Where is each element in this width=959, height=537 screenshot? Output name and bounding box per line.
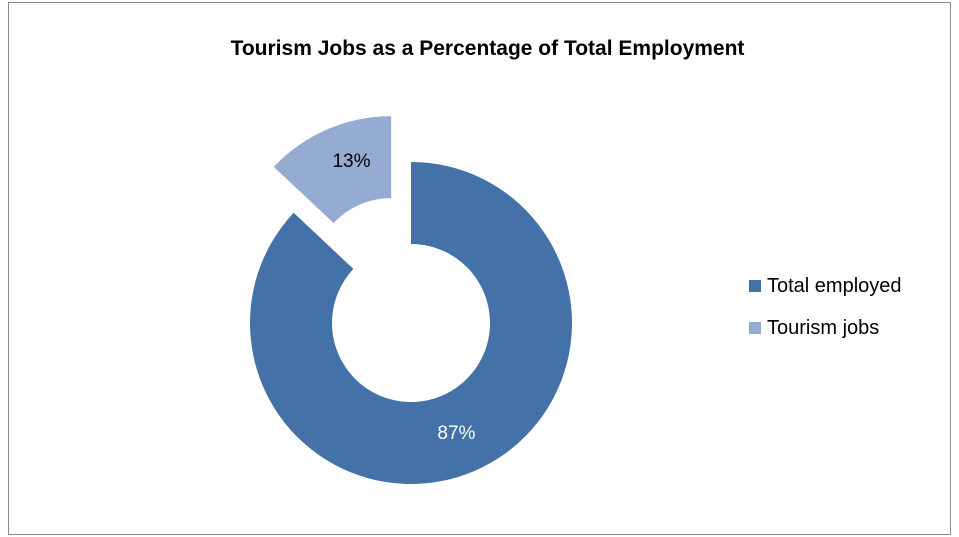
legend-label-tourism-jobs: Tourism jobs: [767, 316, 880, 339]
legend-item-total-employed: Total employed: [749, 273, 902, 299]
legend-swatch-total-employed: [749, 280, 761, 292]
data-label-total-employed: 87%: [437, 423, 475, 444]
legend-label-total-employed: Total employed: [767, 274, 902, 297]
doughnut-slice-total-employed: [249, 162, 573, 484]
legend-item-tourism-jobs: Tourism jobs: [749, 315, 902, 341]
legend-swatch-tourism-jobs: [749, 322, 761, 334]
doughnut-slice-tourism-jobs: [273, 116, 392, 224]
legend: Total employed Tourism jobs: [749, 273, 902, 357]
chart-area: Tourism Jobs as a Percentage of Total Em…: [8, 2, 951, 535]
data-label-tourism-jobs: 13%: [332, 151, 370, 172]
doughnut-plot: 87% 13%: [249, 116, 573, 484]
chart-title: Tourism Jobs as a Percentage of Total Em…: [230, 37, 745, 60]
